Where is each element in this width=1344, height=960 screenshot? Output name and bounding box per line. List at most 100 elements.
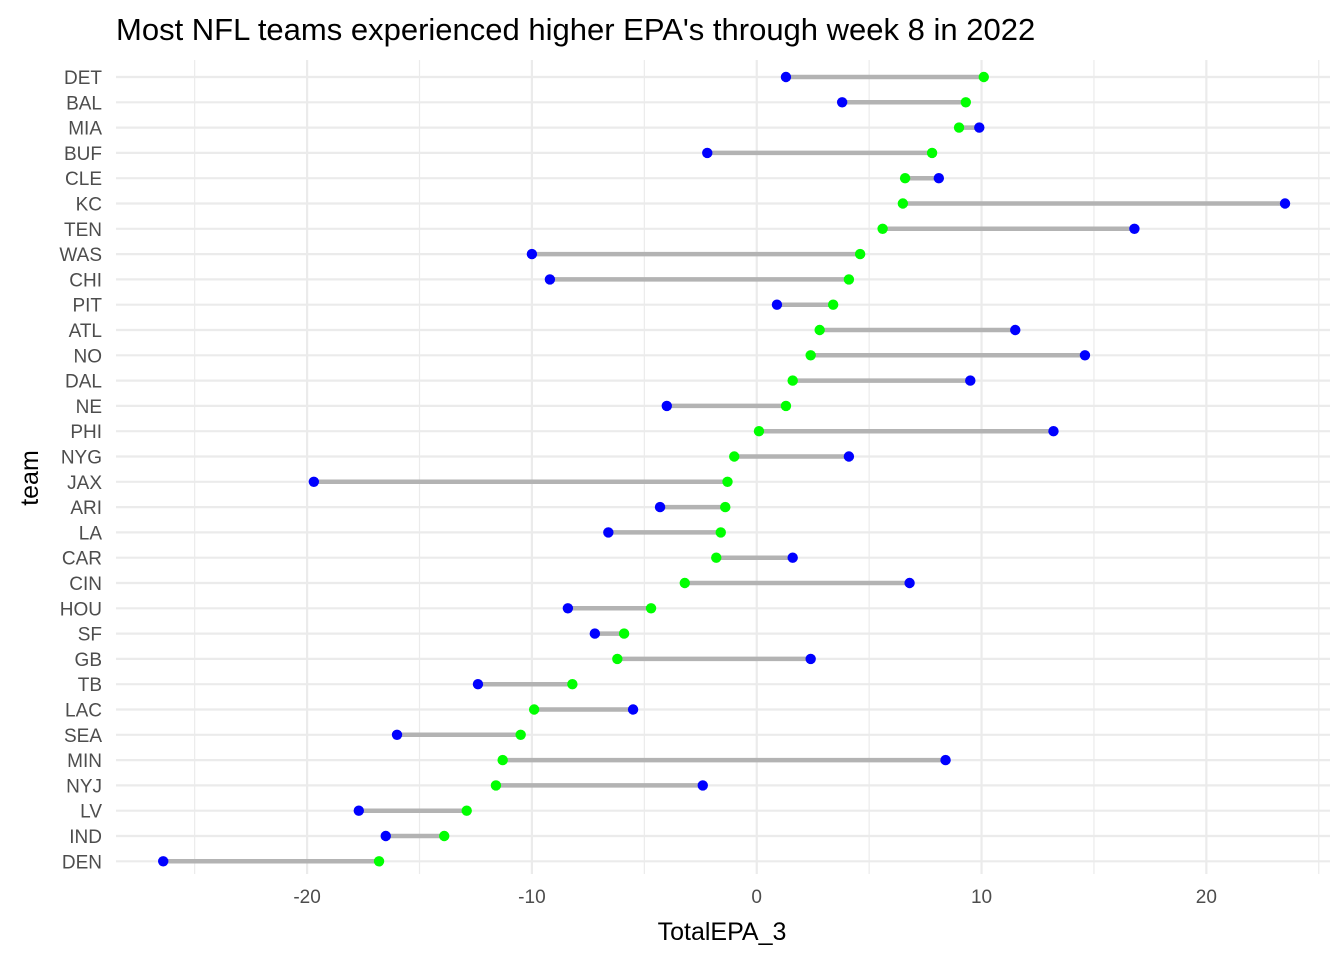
y-tick-label: NE [76, 397, 102, 418]
green-point [612, 653, 623, 665]
blue-point [702, 147, 713, 159]
y-tick-label: NYJ [66, 776, 102, 797]
green-point [787, 375, 798, 386]
blue-point [353, 805, 364, 816]
y-tick-label: KC [76, 195, 102, 216]
blue-point [391, 729, 403, 740]
green-point [805, 350, 816, 361]
blue-point [472, 679, 484, 690]
green-point [854, 248, 866, 260]
data-points [158, 71, 1291, 867]
blue-point [1129, 223, 1140, 234]
y-tick-label: CIN [69, 574, 102, 595]
green-point [567, 679, 578, 690]
blue-point [697, 780, 708, 791]
y-tick-label: NO [74, 346, 103, 367]
blue-point [836, 97, 848, 108]
y-tick-label: BAL [66, 93, 102, 114]
x-axis-title: TotalEPA_3 [658, 918, 787, 946]
blue-point [940, 754, 951, 766]
green-point [373, 856, 385, 867]
minor-gridlines [194, 60, 1320, 874]
blue-point [661, 400, 672, 412]
blue-point [771, 299, 783, 310]
y-tick-label: PIT [72, 296, 102, 317]
x-tick-label: 0 [751, 887, 762, 908]
y-tick-label: MIA [68, 119, 102, 140]
green-point [753, 426, 765, 437]
green-point [715, 527, 726, 538]
blue-point [904, 577, 915, 589]
green-point [645, 603, 657, 614]
green-point [439, 830, 450, 842]
blue-point [1010, 324, 1021, 336]
green-point [528, 704, 540, 715]
y-tick-label: TB [78, 675, 102, 696]
green-point [497, 754, 508, 766]
blue-point [158, 856, 169, 867]
green-point [490, 780, 502, 791]
green-point [827, 299, 839, 310]
blue-point [603, 527, 614, 538]
x-axis-tick-labels: -20 -10 0 10 20 [293, 887, 1217, 908]
green-point [953, 122, 965, 133]
y-tick-label: CLE [65, 169, 102, 190]
blue-point [544, 274, 556, 285]
y-tick-label: WAS [59, 245, 102, 266]
x-tick-label: -10 [518, 887, 545, 908]
green-point [461, 805, 472, 816]
blue-point [974, 122, 985, 133]
green-point [618, 628, 630, 639]
y-tick-label: ATL [69, 321, 102, 342]
y-axis-title: team [16, 450, 44, 506]
green-point [515, 729, 526, 740]
y-tick-label: ARI [70, 498, 102, 519]
y-tick-label: GB [75, 650, 102, 671]
blue-point [843, 451, 855, 462]
green-point [978, 71, 989, 83]
y-axis-tick-labels: DET BAL MIA BUF CLE KC TEN WAS CHI PIT ATL NO DAL NE P… [59, 68, 102, 873]
blue-point [589, 628, 601, 639]
blue-point [1279, 198, 1291, 209]
green-point [722, 476, 733, 487]
y-tick-label: CAR [62, 549, 102, 570]
green-point [711, 552, 722, 563]
blue-point [526, 248, 538, 260]
y-tick-label: LAC [65, 701, 102, 722]
blue-point [780, 71, 792, 83]
blue-point [787, 552, 798, 563]
y-tick-label: NYG [61, 448, 102, 469]
blue-point [308, 476, 320, 487]
y-tick-label: LV [80, 802, 102, 823]
y-tick-label: IND [69, 827, 102, 848]
major-gridlines [116, 60, 1330, 874]
y-tick-label: PHI [70, 422, 102, 443]
x-tick-label: -20 [293, 887, 320, 908]
x-tick-label: 20 [1196, 887, 1217, 908]
green-point [926, 147, 938, 159]
blue-point [627, 704, 639, 715]
y-tick-label: LA [79, 523, 103, 544]
y-tick-label: HOU [60, 599, 102, 620]
y-tick-label: JAX [67, 473, 102, 494]
blue-point [933, 173, 945, 184]
x-tick-label: 10 [971, 887, 992, 908]
y-tick-label: DAL [65, 372, 102, 393]
y-tick-label: DEN [62, 852, 102, 873]
y-tick-label: CHI [69, 270, 102, 291]
green-point [897, 198, 909, 209]
blue-point [562, 603, 574, 614]
blue-point [1079, 350, 1091, 361]
y-tick-label: TEN [64, 220, 102, 241]
y-tick-label: MIN [67, 751, 102, 772]
blue-point [380, 830, 391, 842]
segments [163, 74, 1286, 864]
green-point [780, 400, 792, 412]
green-point [729, 451, 740, 462]
blue-point [654, 501, 666, 513]
chart-title: Most NFL teams experienced higher EPA's … [116, 12, 1035, 47]
green-point [814, 324, 825, 336]
blue-point [805, 653, 816, 665]
green-point [899, 173, 911, 184]
blue-point [1048, 426, 1059, 437]
